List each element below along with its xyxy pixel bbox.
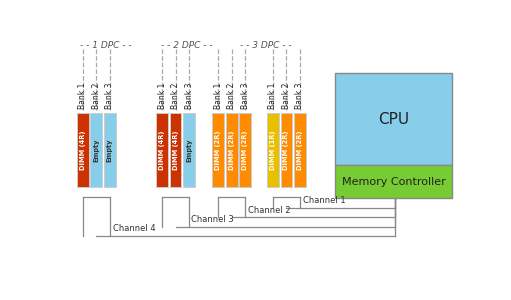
Text: Empty: Empty	[107, 139, 113, 162]
Bar	[104, 113, 116, 187]
Text: DIMM (2R): DIMM (2R)	[229, 130, 235, 170]
Text: - - 2 DPC - -: - - 2 DPC - -	[161, 41, 213, 50]
Text: Channel 1: Channel 1	[304, 196, 346, 205]
Text: DIMM (1R): DIMM (1R)	[270, 130, 276, 170]
Text: Channel 3: Channel 3	[192, 215, 234, 224]
Text: Bank 1: Bank 1	[268, 82, 277, 109]
Bar	[226, 113, 238, 187]
Text: CPU: CPU	[378, 112, 409, 127]
Text: Bank 1: Bank 1	[214, 82, 223, 109]
Text: Memory Controller: Memory Controller	[342, 176, 446, 187]
Bar	[239, 113, 251, 187]
Text: Channel 4: Channel 4	[113, 224, 156, 233]
Bar	[170, 113, 181, 187]
Bar	[335, 165, 452, 198]
Text: Bank 2: Bank 2	[227, 82, 236, 109]
Text: DIMM (2R): DIMM (2R)	[297, 130, 303, 170]
Text: - - 1 DPC - -: - - 1 DPC - -	[80, 41, 131, 50]
Text: Channel 2: Channel 2	[248, 206, 291, 214]
Bar	[335, 73, 452, 165]
Bar	[77, 113, 89, 187]
Text: DIMM (4R): DIMM (4R)	[80, 130, 86, 170]
Bar	[213, 113, 224, 187]
Text: DIMM (4R): DIMM (4R)	[173, 130, 178, 170]
Text: Bank 3: Bank 3	[295, 82, 305, 109]
Bar	[294, 113, 306, 187]
Text: Bank 2: Bank 2	[282, 82, 291, 109]
Text: DIMM (2R): DIMM (2R)	[242, 130, 248, 170]
Text: Bank 2: Bank 2	[92, 82, 101, 109]
Text: Bank 2: Bank 2	[171, 82, 180, 109]
Text: DIMM (2R): DIMM (2R)	[284, 130, 289, 170]
Text: Bank 3: Bank 3	[184, 82, 194, 109]
Bar	[156, 113, 168, 187]
Text: DIMM (2R): DIMM (2R)	[215, 130, 221, 170]
Text: Empty: Empty	[94, 139, 99, 162]
Text: - - 3 DPC - -: - - 3 DPC - -	[240, 41, 292, 50]
Text: Empty: Empty	[186, 139, 192, 162]
Bar	[183, 113, 195, 187]
Text: Bank 3: Bank 3	[241, 82, 250, 109]
Text: Bank 1: Bank 1	[78, 82, 87, 109]
Text: Bank 3: Bank 3	[105, 82, 114, 109]
Bar	[267, 113, 279, 187]
Text: DIMM (4R): DIMM (4R)	[159, 130, 165, 170]
Bar	[281, 113, 292, 187]
Text: Bank 1: Bank 1	[157, 82, 167, 109]
Bar	[90, 113, 102, 187]
